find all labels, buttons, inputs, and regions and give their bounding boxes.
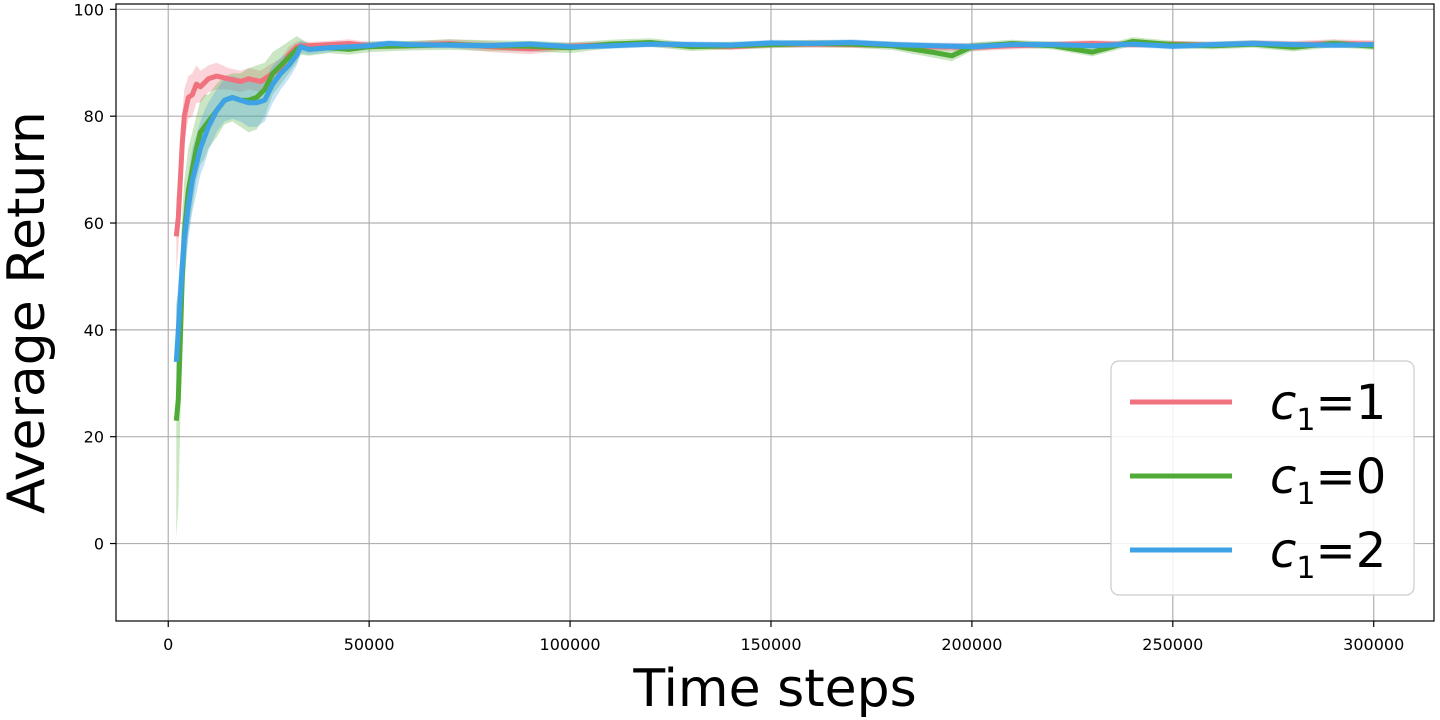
x-tick-label: 200000 <box>941 635 1002 654</box>
x-axis-label: Time steps <box>632 659 916 719</box>
x-tick-label: 50000 <box>344 635 395 654</box>
x-tick-label: 100000 <box>540 635 601 654</box>
y-tick-label: 0 <box>94 535 104 554</box>
y-tick-label: 20 <box>84 428 104 447</box>
legend: c1=1 c1=0 c1=2 <box>1110 360 1415 596</box>
legend-label-c1=0: c1=0 <box>1270 449 1386 512</box>
band-c1=1 <box>176 39 1374 274</box>
x-tick-label: 300000 <box>1343 635 1404 654</box>
x-tick-label: 0 <box>163 635 173 654</box>
y-tick-label: 100 <box>73 0 104 19</box>
legend-label-c1=1: c1=1 <box>1270 375 1386 438</box>
grid-lines <box>116 4 1434 621</box>
axes-frame <box>115 3 1435 622</box>
series-lines <box>173 38 1374 421</box>
legend-label-c1=2: c1=2 <box>1270 523 1386 586</box>
series-line-c1=1 <box>173 41 1374 237</box>
x-tick-label: 250000 <box>1142 635 1203 654</box>
y-tick-label: 80 <box>84 107 104 126</box>
band-c1=2 <box>176 39 1374 416</box>
y-axis-label: Average Return <box>0 111 57 514</box>
x-tick-label: 150000 <box>740 635 801 654</box>
y-axis-ticks: 0 20 40 60 80 100 <box>73 0 116 554</box>
y-tick-label: 60 <box>84 214 104 233</box>
y-tick-label: 40 <box>84 321 104 340</box>
x-axis-ticks: 0 50000 100000 150000 200000 250000 300000 <box>163 621 1404 654</box>
legend-box <box>1110 360 1415 596</box>
series-line-c1=2 <box>173 40 1374 363</box>
